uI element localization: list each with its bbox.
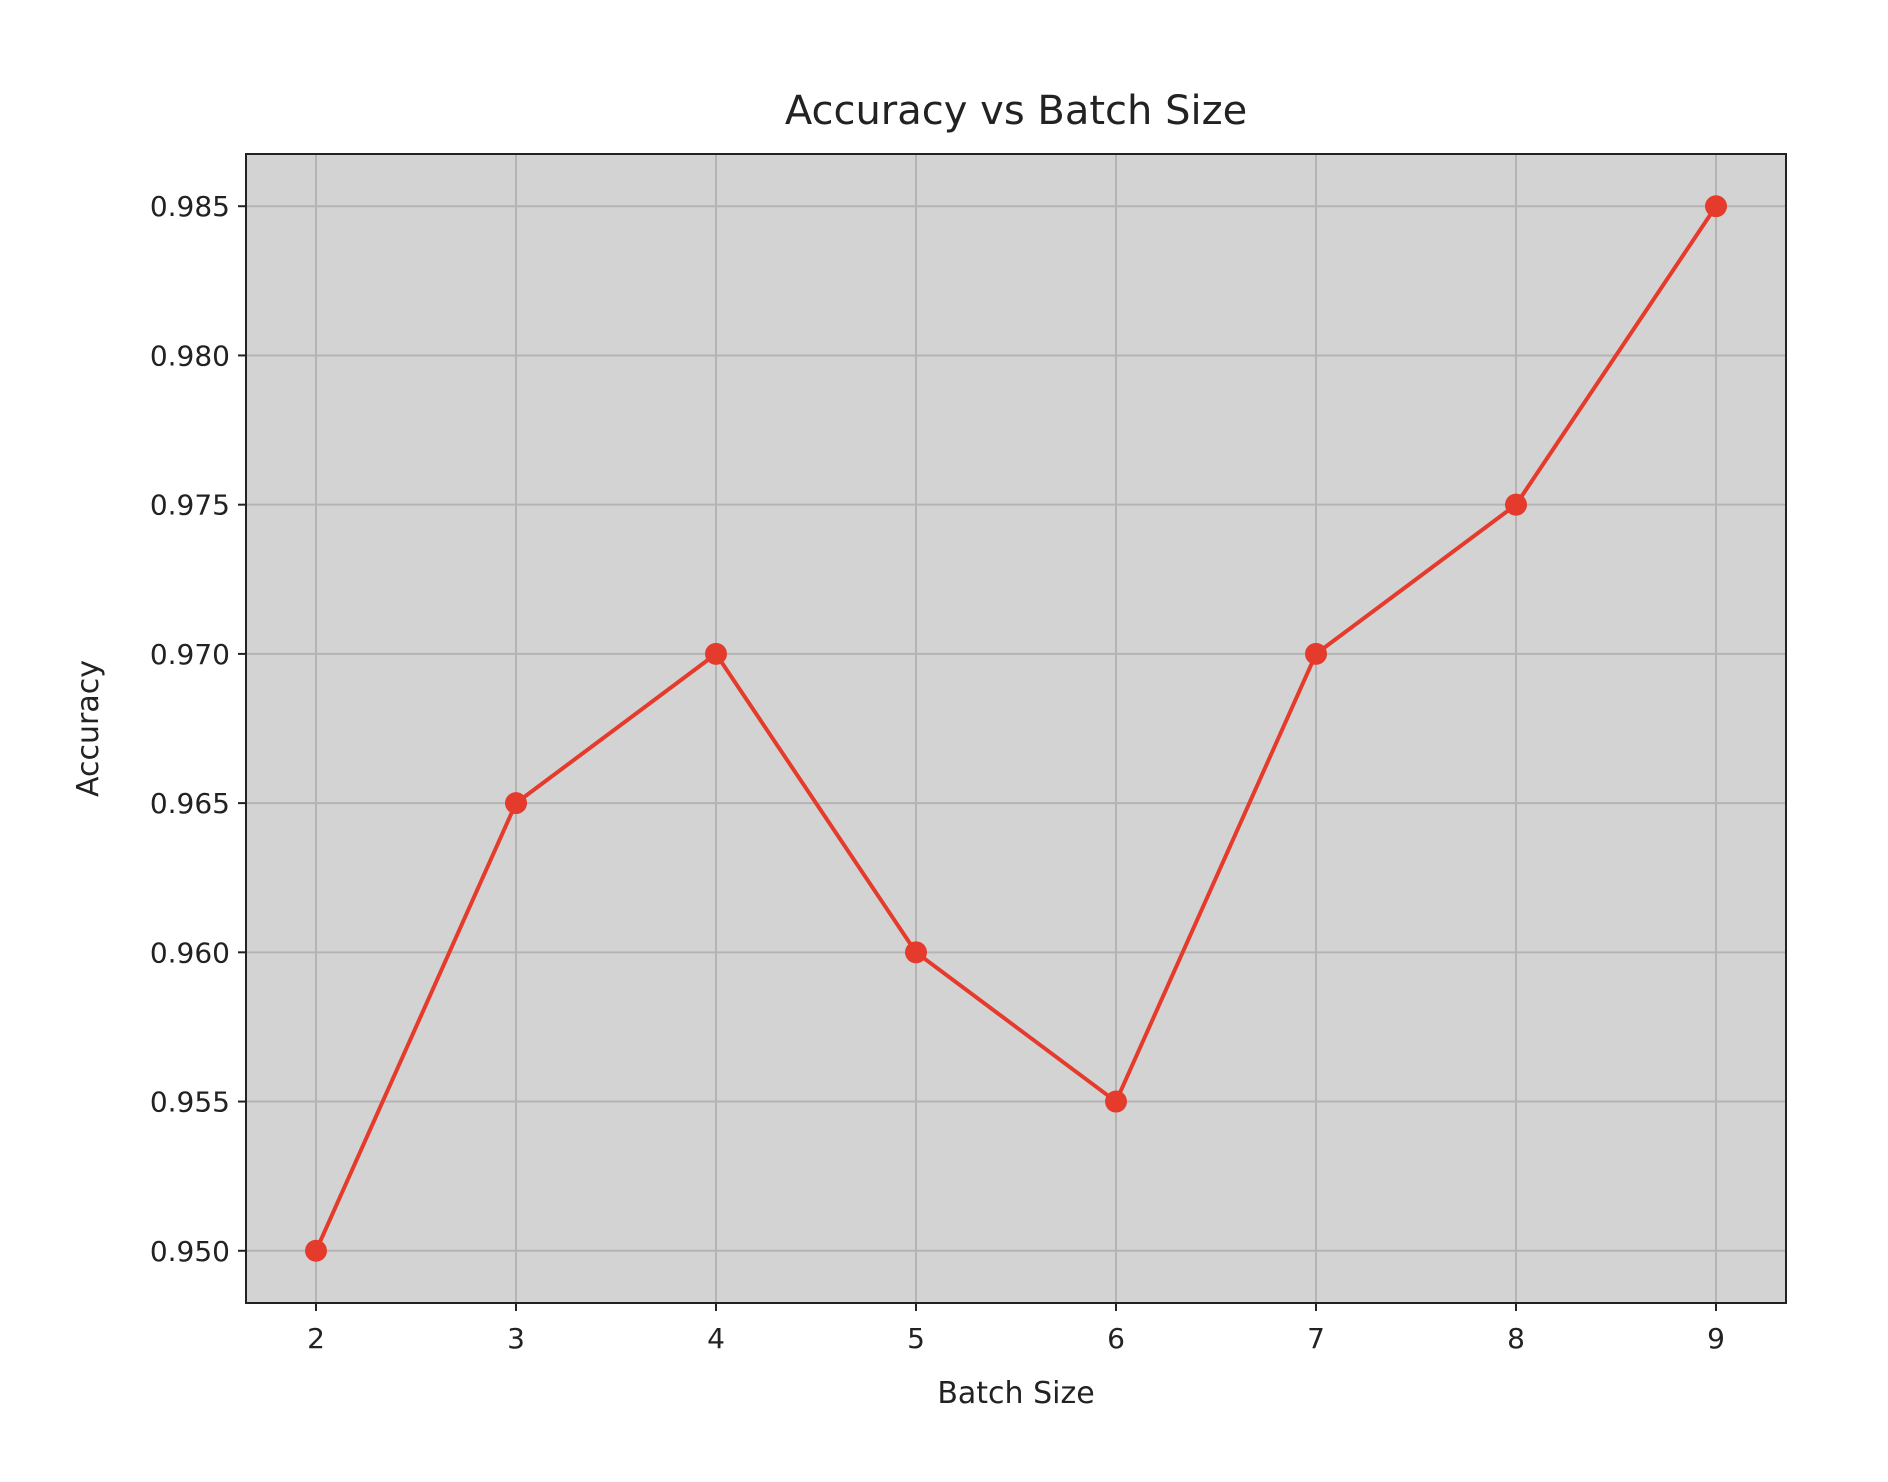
x-tick-label: 3 [507,1322,525,1355]
y-tick-label: 0.985 [150,190,230,223]
data-point [1505,493,1527,516]
series-layer [305,195,1727,1262]
data-point [705,642,727,665]
data-point [905,941,927,964]
x-tick-label: 7 [1307,1322,1325,1355]
y-tick-label: 0.965 [150,787,230,820]
y-axis-label: Accuracy [71,660,106,797]
series-line [314,205,1718,1252]
x-tick-label: 6 [1107,1322,1125,1355]
x-axis: 2 3 4 5 6 7 8 9 [307,1303,1725,1355]
x-tick-label: 9 [1707,1322,1725,1355]
y-tick-label: 0.950 [150,1235,230,1268]
y-tick-label: 0.955 [150,1086,230,1119]
x-tick-label: 5 [907,1322,925,1355]
data-point [305,1239,327,1262]
data-point [1305,642,1327,665]
y-tick-label: 0.975 [150,489,230,522]
y-tick-label: 0.980 [150,339,230,372]
data-point [505,792,527,815]
grid [246,154,1786,1303]
x-tick-label: 2 [307,1322,325,1355]
chart-title: Accuracy vs Batch Size [785,88,1247,134]
y-tick-label: 0.970 [150,638,230,671]
data-point [1105,1090,1127,1113]
data-point [1705,195,1727,218]
x-tick-label: 4 [707,1322,725,1355]
y-tick-label: 0.960 [150,936,230,969]
x-axis-label: Batch Size [937,1376,1094,1411]
x-tick-label: 8 [1507,1322,1525,1355]
y-axis: 0.950 0.955 0.960 0.965 0.970 0.975 0.980 0.985 [150,190,246,1268]
plot-area [246,154,1786,1303]
plot-frame [245,153,1787,1304]
